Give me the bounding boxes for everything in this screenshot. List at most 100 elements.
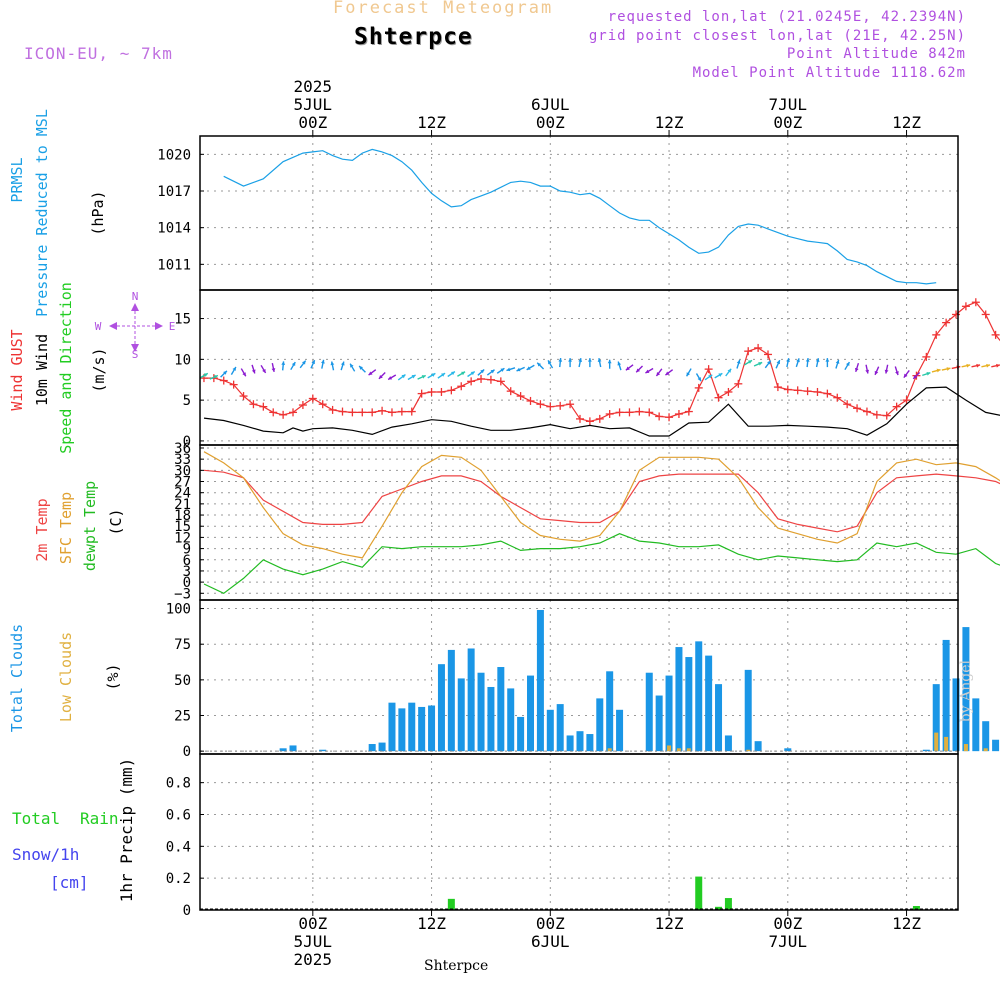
rain-bar <box>715 906 723 910</box>
total-cloud-bar <box>606 671 614 752</box>
wind-arrow-head <box>321 359 325 364</box>
total-cloud-bar <box>279 748 287 752</box>
wind-direction-arrow <box>260 364 267 374</box>
temp-2m-line <box>203 469 1000 533</box>
wind-gust-marker <box>328 405 337 414</box>
y-tick-label: −3 <box>174 586 191 602</box>
wind-direction-arrow <box>349 363 356 372</box>
wind-gust-marker <box>318 400 327 409</box>
total-cloud-bar <box>932 684 940 752</box>
grid-panel-5 <box>200 754 958 910</box>
wind-direction-arrow <box>536 362 545 370</box>
time-label-top: 00Z <box>773 113 802 132</box>
wind-gust-marker <box>269 408 278 417</box>
wind-direction-arrow <box>786 358 790 368</box>
credit-watermark: by Angel <box>958 660 974 723</box>
grid-panel-4 <box>200 600 958 754</box>
wind-direction-arrow <box>516 366 525 372</box>
time-label-bottom: 12Z <box>655 914 684 933</box>
wind-gust-marker <box>803 387 812 396</box>
wind-arrow-head <box>213 375 218 379</box>
wind-gust-marker <box>665 413 674 422</box>
total-cloud-bar <box>566 735 574 752</box>
wind-direction-arrow <box>764 360 772 369</box>
time-label-top: 6JUL <box>531 95 570 114</box>
wind-arrow-head <box>411 375 416 379</box>
pressure-label-msl: Pressure Reduced to MSL <box>33 109 51 317</box>
wind-direction-arrow <box>714 372 723 379</box>
wind-gust-marker <box>308 394 317 403</box>
total-cloud-bar <box>982 721 990 752</box>
wind-gust-marker <box>694 383 703 392</box>
wind-arrow-head <box>718 373 723 377</box>
y-tick-label: 30 <box>174 463 191 479</box>
wind-arrow-head <box>490 369 495 374</box>
total-cloud-bar <box>457 678 465 752</box>
wind-arrow-head <box>665 371 670 376</box>
y-tick-label: 15 <box>174 519 191 535</box>
wind-gust-marker <box>595 414 604 423</box>
total-cloud-bar <box>428 705 436 752</box>
wind-arrow-head <box>825 358 830 362</box>
total-cloud-bar <box>467 648 475 752</box>
total-cloud-bar <box>655 695 663 752</box>
total-cloud-bar <box>724 735 732 752</box>
y-tick-label: 25 <box>174 709 191 725</box>
precip-label-cm: [cm] <box>50 873 89 892</box>
wind-arrow-head <box>330 361 335 366</box>
y-tick-label: 10 <box>174 352 191 368</box>
wind-direction-arrow <box>427 372 436 379</box>
time-label-top: 00Z <box>536 113 565 132</box>
wind-arrow-head <box>926 371 931 376</box>
wind-gust-marker <box>447 386 456 395</box>
wind-arrow-head <box>607 359 612 364</box>
wind-direction-arrow <box>457 371 466 377</box>
total-cloud-bar <box>398 708 406 752</box>
wind-gust-marker <box>298 401 307 410</box>
wind-arrow-head <box>966 363 971 368</box>
wind-gust-marker <box>378 406 387 415</box>
time-label-bottom: 2025 <box>294 950 333 969</box>
wind-direction-arrow <box>240 368 247 377</box>
wind-arrow-head <box>815 358 820 363</box>
wind-direction-arrow <box>568 358 573 368</box>
wind-direction-arrow <box>704 374 713 381</box>
total-cloud-bar <box>616 709 624 752</box>
total-cloud-bar <box>596 698 604 752</box>
wind-gust-marker <box>338 407 347 416</box>
time-label-bottom: 00Z <box>773 914 802 933</box>
wind-arrow-head <box>986 363 990 368</box>
wind-gust-marker <box>773 383 782 392</box>
wind-unit: (m/s) <box>90 347 108 392</box>
wind-direction-arrow <box>330 361 335 371</box>
temp-sfc-line <box>203 451 1000 559</box>
wind-gust-marker <box>655 412 664 421</box>
model-name: ICON-EU, ~ 7km <box>24 44 173 63</box>
model-altitude: Model Point Altitude 1118.62m <box>692 65 966 81</box>
y-tick-label: 18 <box>174 508 191 524</box>
wind-gust-marker <box>625 408 634 417</box>
total-cloud-bar <box>418 706 426 752</box>
precip-label-total: Total <box>12 809 60 828</box>
compass-s: S <box>132 348 139 361</box>
wind-gust-marker <box>556 401 565 410</box>
y-tick-label: 0.8 <box>166 776 191 792</box>
wind-gust-marker <box>585 417 594 426</box>
compass-e: E <box>169 320 176 333</box>
wind-10m-line <box>203 386 1000 437</box>
wind-direction-arrow <box>971 363 981 368</box>
total-cloud-bar <box>754 741 762 752</box>
y-tick-label: 100 <box>166 602 191 618</box>
wind-arrow-head <box>480 369 485 374</box>
rain-bar <box>724 898 732 910</box>
wind-direction-arrow <box>467 370 476 378</box>
y-tick-label: 1011 <box>157 257 191 273</box>
wind-direction-arrow <box>884 364 889 374</box>
compass-arrow-e <box>155 322 163 330</box>
wind-arrow-head <box>645 369 650 374</box>
total-cloud-bar <box>556 704 564 752</box>
wind-arrow-head <box>223 370 227 375</box>
precip-label-rain: Rain <box>80 809 119 828</box>
y-tick-label: 5 <box>183 393 191 409</box>
wind-arrow-head <box>656 372 661 376</box>
